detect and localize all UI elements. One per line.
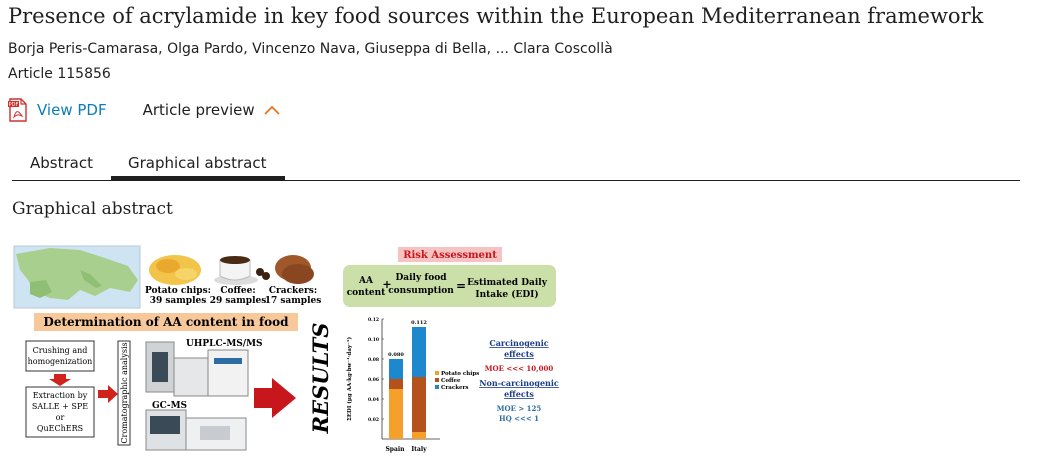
carcinogenic-note: MOE <<< 10,000 [485, 364, 554, 373]
results-label: RESULTS [308, 323, 333, 435]
food-samples: 39 samples [150, 296, 207, 306]
chart-y-axis-label: ΣEDI (μg AA·kg·bw⁻¹·day⁻¹) [346, 337, 353, 421]
non-carcinogenic-note: MOE > 125 [497, 404, 542, 413]
arrow-right-icon [254, 378, 296, 418]
non-carcinogenic-note: HQ <<< 1 [499, 414, 539, 423]
chart-bar-segment [389, 389, 403, 439]
edi-bar-chart: 0.02 0.04 0.06 0.08 0.10 0.12 0.080 0.112 ΣEDI… [346, 317, 479, 453]
article-authors: Borja Peris-Camarasa, Olga Pardo, Vincen… [8, 41, 613, 57]
chart-y-tick-label: 0.06 [368, 377, 379, 383]
chart-bar-segment [412, 432, 426, 439]
article-preview-toggle[interactable]: Article preview [143, 101, 280, 119]
chart-y-tick-label: 0.02 [368, 417, 379, 423]
step-line: Extraction by [33, 391, 88, 400]
graphical-abstract-image: Potato chips: 39 samples Coffee: 29 samp… [10, 240, 570, 466]
chart-legend-swatch [435, 378, 439, 382]
carcinogenic-label: Carcinogenic [489, 338, 548, 348]
food-name: Crackers: [269, 286, 317, 296]
chart-total-label: 0.080 [388, 352, 404, 358]
active-tab-indicator [111, 176, 285, 180]
chart-legend-label: Coffee [441, 378, 461, 384]
equation-operator: = [456, 279, 466, 293]
gc-ms-instrument-image [145, 409, 247, 451]
risk-banner [398, 247, 502, 262]
equation-term: Daily food [395, 273, 447, 283]
food-name: Potato chips: [145, 286, 211, 296]
chart-legend-swatch [435, 371, 439, 375]
carcinogenic-label: effects [504, 349, 534, 359]
step-line: QuEChERS [37, 424, 83, 433]
chart-category-label: Italy [411, 446, 427, 453]
graphical-abstract-figure: Potato chips: 39 samples Coffee: 29 samp… [13, 245, 559, 453]
chart-legend-label: Crackers [441, 385, 469, 391]
article-actions: PDF View PDF Article preview [8, 98, 280, 122]
chart-bar-segment [412, 377, 426, 432]
equation-box [343, 265, 556, 307]
food-samples: 29 samples [210, 296, 267, 306]
abstract-tabs: Abstract Graphical abstract [12, 152, 1020, 181]
svg-text:PDF: PDF [9, 102, 19, 108]
chart-bar-segment [389, 359, 403, 379]
equation-term: Estimated Daily [467, 278, 548, 288]
instrument-label: UHPLC-MS/MS [186, 339, 263, 349]
pdf-icon: PDF [8, 98, 27, 122]
view-pdf-link[interactable]: PDF View PDF [8, 98, 107, 122]
chromatography-box [117, 340, 131, 446]
step-line: Crushing and [33, 346, 88, 355]
step-line: SALLE + SPE [32, 402, 88, 411]
chart-total-label: 0.112 [411, 320, 427, 326]
step-box [25, 340, 95, 372]
view-pdf-label: View PDF [37, 101, 107, 119]
section-title: Graphical abstract [12, 199, 173, 219]
equation-term: consumption [388, 286, 454, 296]
chart-bar-segment [412, 327, 426, 377]
non-carcinogenic-label: Non-carcinogenic [479, 378, 559, 388]
chart-y-tick-label: 0.12 [368, 317, 379, 323]
chart-bar-segment [389, 379, 403, 389]
equation-term: AA [358, 276, 374, 286]
chart-category-label: Spain [385, 446, 405, 453]
uhplc-instrument-image [145, 341, 249, 397]
potato-chips-image [149, 255, 201, 285]
risk-title: Risk Assessment [403, 250, 497, 261]
determination-banner [34, 313, 298, 331]
chart-y-tick-label: 0.08 [368, 357, 379, 363]
crackers-image [275, 255, 314, 284]
step-line: homogenization [28, 357, 93, 366]
article-preview-label: Article preview [142, 101, 255, 119]
tab-graphical-abstract[interactable]: Graphical abstract [128, 154, 267, 172]
non-carcinogenic-label: effects [504, 389, 534, 399]
equation-operator: + [382, 278, 391, 291]
chart-y-tick-label: 0.04 [368, 397, 379, 403]
chart-legend-swatch [435, 385, 439, 389]
arrow-right-icon [98, 385, 118, 403]
step-box [25, 386, 95, 438]
mediterranean-map [13, 245, 141, 309]
chart-legend-label: Potato chips [441, 371, 479, 377]
instrument-label: GC-MS [152, 401, 187, 411]
chevron-up-icon [263, 105, 280, 115]
chart-y-tick-label: 0.10 [368, 337, 379, 343]
article-number: Article 115856 [8, 66, 111, 82]
coffee-cup-image [214, 256, 270, 285]
step-line: or [56, 413, 65, 422]
arrow-down-icon [49, 374, 71, 386]
equation-term: content [347, 288, 386, 298]
tab-abstract[interactable]: Abstract [30, 154, 93, 172]
food-samples: 17 samples [265, 296, 322, 306]
determination-title: Determination of AA content in food [43, 315, 289, 329]
chromatography-label: Cromatographic analysis [120, 342, 129, 443]
food-name: Coffee: [220, 286, 255, 296]
article-title[interactable]: Presence of acrylamide in key food sourc… [8, 4, 984, 28]
equation-term: Intake (EDI) [475, 289, 538, 300]
